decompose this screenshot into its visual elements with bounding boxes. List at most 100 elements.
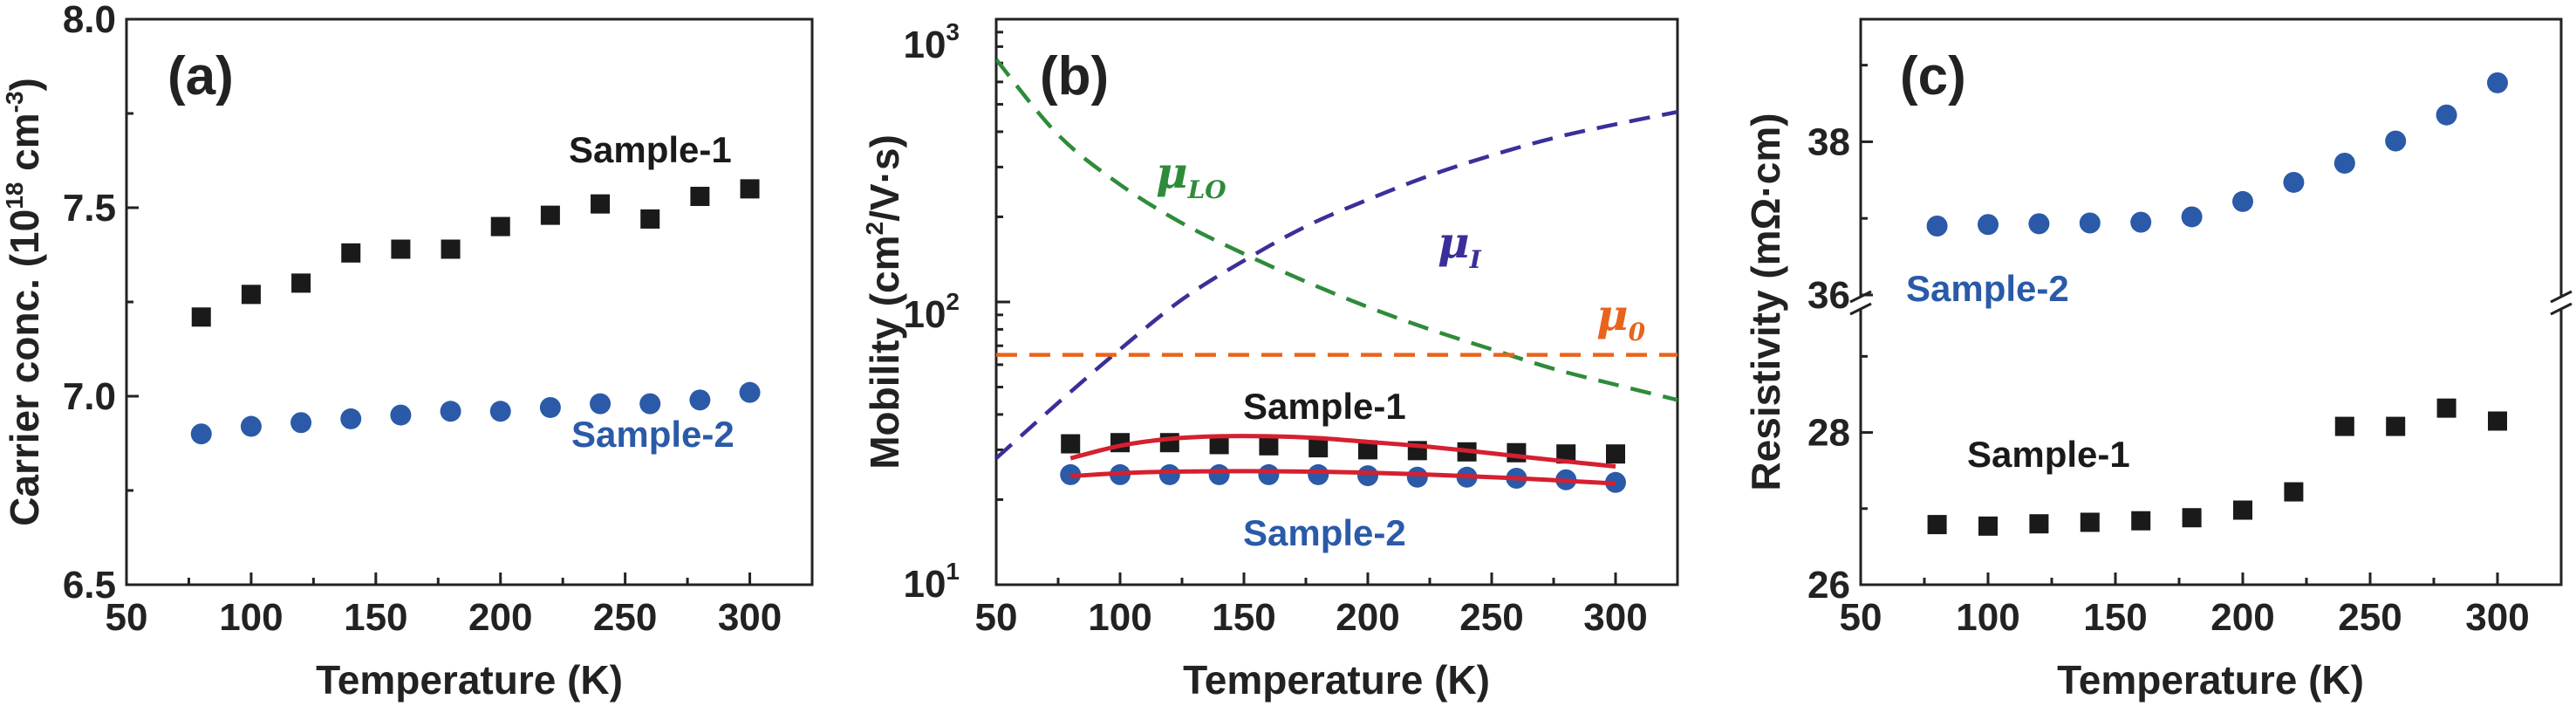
panel-a-sample-2-point: [190, 423, 212, 445]
panel-b-ytick-100: 102: [903, 288, 960, 336]
panel-a-xtick-label: 200: [468, 596, 532, 639]
panel-c-sample-1-point: [1978, 516, 1998, 536]
panel-c-sample-2-point: [2079, 212, 2101, 234]
panel-c-sample-2-point: [2283, 171, 2305, 193]
panel-c-sample-1-point: [2131, 511, 2151, 531]
panel-b-sample-1-point: [1259, 435, 1279, 456]
panel-c-break-gap-right: [2558, 297, 2565, 309]
panel-a-ytick-label: 7.5: [63, 187, 116, 230]
panel-a-sample-2-point: [539, 396, 561, 418]
panel-a-sample-1-point: [441, 239, 461, 259]
panel-c-sample-2-point: [2181, 206, 2203, 228]
panel-c-sample-2-point: [2333, 153, 2355, 175]
panel-c-sample2-label: Sample-2: [1906, 268, 2069, 309]
panel-b-sample-1-point: [1061, 434, 1081, 454]
panel-b-μLO-line: [996, 58, 1677, 402]
panel-a-sample-1-point: [391, 239, 411, 259]
panel-c-sample-1-point: [2233, 500, 2252, 520]
panel-c-sample-2-point: [1978, 214, 1999, 236]
panel-b-ylabel: Mobility (cm2/V·s): [861, 134, 907, 470]
panel-b-xtick-label: 300: [1583, 596, 1647, 639]
panel-b-sample-1-point: [1209, 435, 1229, 455]
panel-c-sample-2-point: [2487, 72, 2508, 93]
mu-0-label: μ0: [1596, 289, 1646, 346]
panel-c-ytick-label: 26: [1807, 564, 1850, 607]
panel-a-ytick-label: 6.5: [63, 564, 116, 607]
panel-c-sample-1-point: [2386, 416, 2406, 436]
panel-a-sample-1-point: [490, 216, 510, 237]
panel-a-sample-1-point: [690, 187, 710, 207]
panel-b-xtick-label: 50: [975, 596, 1018, 639]
panel-c-ytick-label: 38: [1807, 120, 1850, 163]
panel-c-sample-1-point: [2182, 508, 2202, 528]
panel-a-sample2-label: Sample-2: [571, 414, 735, 455]
panel-a-ytick-label: 7.0: [63, 375, 116, 418]
panel-c-ytick-label: 36: [1807, 274, 1850, 317]
panel-a-sample-1-point: [191, 307, 211, 327]
panel-a-sample-2-point: [739, 381, 761, 403]
panel-a-xtick-label: 50: [106, 596, 148, 639]
panel-a-sample-2-point: [639, 393, 661, 415]
panel-a-xtick-label: 300: [718, 596, 782, 639]
panel-c-xtick-label: 200: [2210, 596, 2274, 639]
panel-c-sample-1-point: [2029, 514, 2049, 534]
panel-a-sample-1-point: [591, 194, 611, 214]
panel-a-sample-2-point: [290, 412, 312, 434]
panel-a-xlabel: Temperature (K): [316, 657, 623, 703]
panel-b-fit-2-line: [1070, 469, 1616, 486]
panel-c-break-gap-left: [1857, 297, 1864, 309]
panel-b-μI-line: [996, 110, 1677, 460]
panel-a-xtick-label: 100: [219, 596, 283, 639]
panel-b-sample1-label: Sample-1: [1243, 386, 1406, 427]
panel-c-sample-2-point: [2232, 190, 2253, 212]
panel-b-sample-2-point: [1357, 465, 1378, 487]
panel-a-label: (a): [167, 46, 234, 106]
panel-c-break-mark: [1849, 290, 1872, 304]
panel-c-sample-1-point: [2080, 512, 2100, 532]
panel-b-sample-2-point: [1208, 463, 1230, 485]
panel-c-sample-2-point: [2028, 213, 2050, 235]
panel-b-sample-1-point: [1507, 442, 1527, 463]
panel-a-sample-2-point: [240, 415, 262, 437]
panel-a-xtick-label: 150: [344, 596, 407, 639]
panel-c-break-mark: [1849, 302, 1872, 316]
panel-c-label: (c): [1900, 46, 1966, 106]
panel-c-xtick-label: 300: [2465, 596, 2529, 639]
panel-b-xlabel: Temperature (K): [1183, 657, 1490, 703]
mu-i-label: μI: [1438, 216, 1482, 274]
panel-a-ytick-label: 8.0: [63, 0, 116, 41]
panel-c-sample-1-point: [2488, 411, 2507, 431]
panel-c-xtick-label: 100: [1956, 596, 2019, 639]
panel-b-sample-2-point: [1406, 466, 1428, 488]
panel-c-sample-1-point: [2436, 398, 2456, 418]
mu-lo-label: μLO: [1156, 147, 1227, 204]
panel-a-sample1-label: Sample-1: [569, 129, 732, 170]
panel-c-sample-2-point: [2436, 104, 2457, 126]
panel-a-sample-1-point: [241, 285, 261, 305]
panel-a-sample-2-point: [590, 393, 612, 415]
panel-a-sample-2-point: [390, 404, 412, 426]
panel-b-sample2-label: Sample-2: [1243, 512, 1406, 553]
panel-c-sample-1-point: [1927, 515, 1947, 535]
panel-c-xlabel: Temperature (K): [2057, 657, 2364, 703]
panel-a-xtick-label: 250: [593, 596, 657, 639]
panel-b-xtick-label: 250: [1459, 596, 1523, 639]
panel-c-sample1-label: Sample-1: [1967, 434, 2130, 475]
panel-c-sample-2-point: [2385, 130, 2407, 152]
panel-c-xtick-label: 150: [2083, 596, 2147, 639]
panel-b-xtick-label: 150: [1212, 596, 1275, 639]
panel-c-sample-1-point: [2284, 482, 2304, 502]
panel-a-sample-2-point: [340, 408, 362, 429]
panel-b-label: (b): [1040, 46, 1109, 106]
panel-c-ytick-label: 28: [1807, 412, 1850, 455]
panel-a-sample-2-point: [689, 389, 711, 411]
panel-c-sample-1-point: [2334, 416, 2354, 436]
panel-a-sample-1-point: [640, 209, 660, 229]
panel-b-sample-1-point: [1308, 438, 1329, 458]
panel-b-ytick-1000: 103: [903, 18, 960, 66]
panel-b-ytick-10: 101: [903, 558, 960, 606]
panel-b-sample-2-point: [1258, 463, 1280, 485]
panel-c-sample-2-point: [1926, 216, 1948, 237]
panel-c-break-mark: [2550, 290, 2573, 304]
